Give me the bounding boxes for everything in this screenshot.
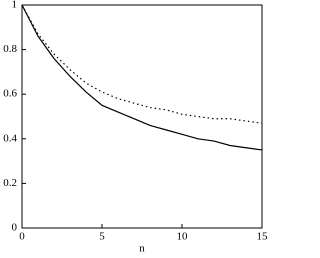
y-tick-label: 0.2 xyxy=(3,177,17,189)
y-tick-label: 1 xyxy=(12,0,18,11)
x-tick-label: 10 xyxy=(177,231,189,243)
x-tick-label: 15 xyxy=(257,231,269,243)
y-tick-label: 0.4 xyxy=(3,132,17,144)
line-series xyxy=(21,4,263,151)
x-axis-label: n xyxy=(139,243,145,255)
chart: n 00.20.40.60.810 5 10 15 xyxy=(3,0,269,255)
x-tick-label: 0 xyxy=(19,231,25,243)
line-series xyxy=(21,4,263,124)
plot-frame xyxy=(21,4,263,229)
y-tick-label: 0.8 xyxy=(3,43,17,55)
x-tick-label: 5 xyxy=(99,231,105,243)
y-tick-label: 0 xyxy=(12,222,18,234)
y-tick-label: 0.6 xyxy=(3,88,17,100)
